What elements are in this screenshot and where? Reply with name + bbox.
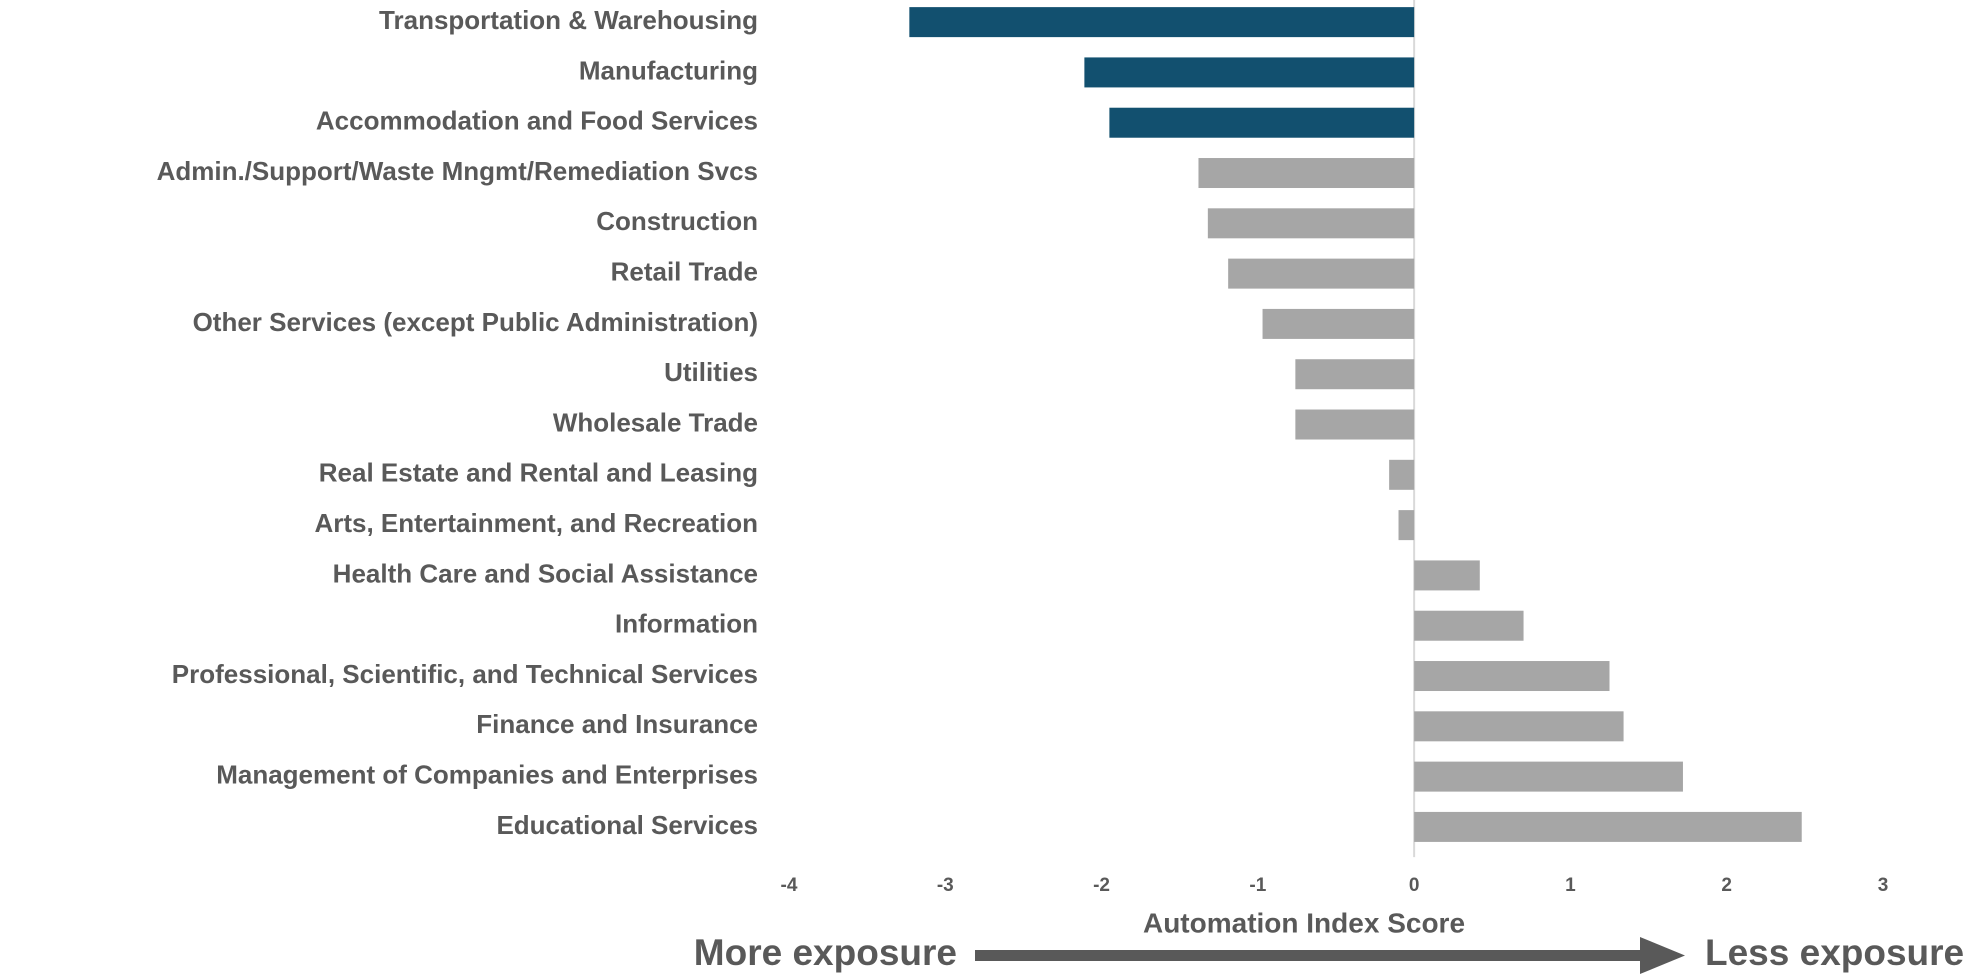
- y-tick-label: Management of Companies and Enterprises: [216, 759, 758, 789]
- x-tick-label: 1: [1565, 875, 1576, 896]
- bar: [1414, 610, 1524, 641]
- x-tick-label: -3: [937, 875, 954, 896]
- bar: [1084, 57, 1415, 88]
- x-tick-label: 2: [1721, 875, 1732, 896]
- annotation: More exposure: [694, 932, 957, 973]
- y-tick-label: Admin./Support/Waste Mngmt/Remediation S…: [157, 156, 758, 186]
- bar: [1414, 761, 1683, 792]
- bar: [909, 7, 1415, 38]
- y-tick-label: Finance and Insurance: [476, 709, 758, 739]
- arrow-shaft: [975, 950, 1645, 961]
- x-tick-label: -1: [1249, 875, 1266, 896]
- x-tick-label: 0: [1409, 875, 1420, 896]
- y-tick-label: Educational Services: [496, 810, 758, 840]
- bar: [1262, 308, 1415, 339]
- bar: [1414, 560, 1480, 591]
- bar: [1414, 711, 1624, 742]
- bar: [1295, 359, 1415, 390]
- y-tick-label: Information: [615, 609, 758, 639]
- y-tick-label: Utilities: [664, 357, 758, 387]
- x-tick-label: -4: [781, 875, 798, 896]
- axis-title: Automation Index Score: [1143, 907, 1465, 938]
- y-tick-label: Real Estate and Rental and Leasing: [319, 458, 758, 488]
- bar: [1389, 459, 1415, 490]
- annotation: Less exposure: [1705, 932, 1964, 973]
- bar: [1414, 811, 1802, 842]
- x-tick-label: -2: [1093, 875, 1110, 896]
- y-tick-label: Other Services (except Public Administra…: [193, 307, 758, 337]
- x-tick-label: 3: [1878, 875, 1889, 896]
- bar: [1414, 661, 1610, 692]
- arrow-head: [1640, 937, 1685, 974]
- y-tick-label: Accommodation and Food Services: [316, 106, 758, 136]
- y-tick-label: Wholesale Trade: [553, 407, 758, 437]
- y-tick-label: Health Care and Social Assistance: [333, 558, 758, 588]
- bar: [1207, 208, 1415, 239]
- y-tick-label: Retail Trade: [611, 256, 758, 286]
- y-tick-label: Manufacturing: [579, 55, 758, 85]
- bar: [1198, 158, 1415, 189]
- bar: [1109, 107, 1415, 138]
- y-tick-label: Transportation & Warehousing: [379, 5, 758, 35]
- bar: [1398, 510, 1415, 541]
- y-tick-label: Arts, Entertainment, and Recreation: [314, 508, 758, 538]
- bar: [1228, 258, 1415, 289]
- bar: [1295, 409, 1415, 440]
- y-tick-label: Construction: [596, 206, 758, 236]
- y-tick-label: Professional, Scientific, and Technical …: [172, 659, 758, 689]
